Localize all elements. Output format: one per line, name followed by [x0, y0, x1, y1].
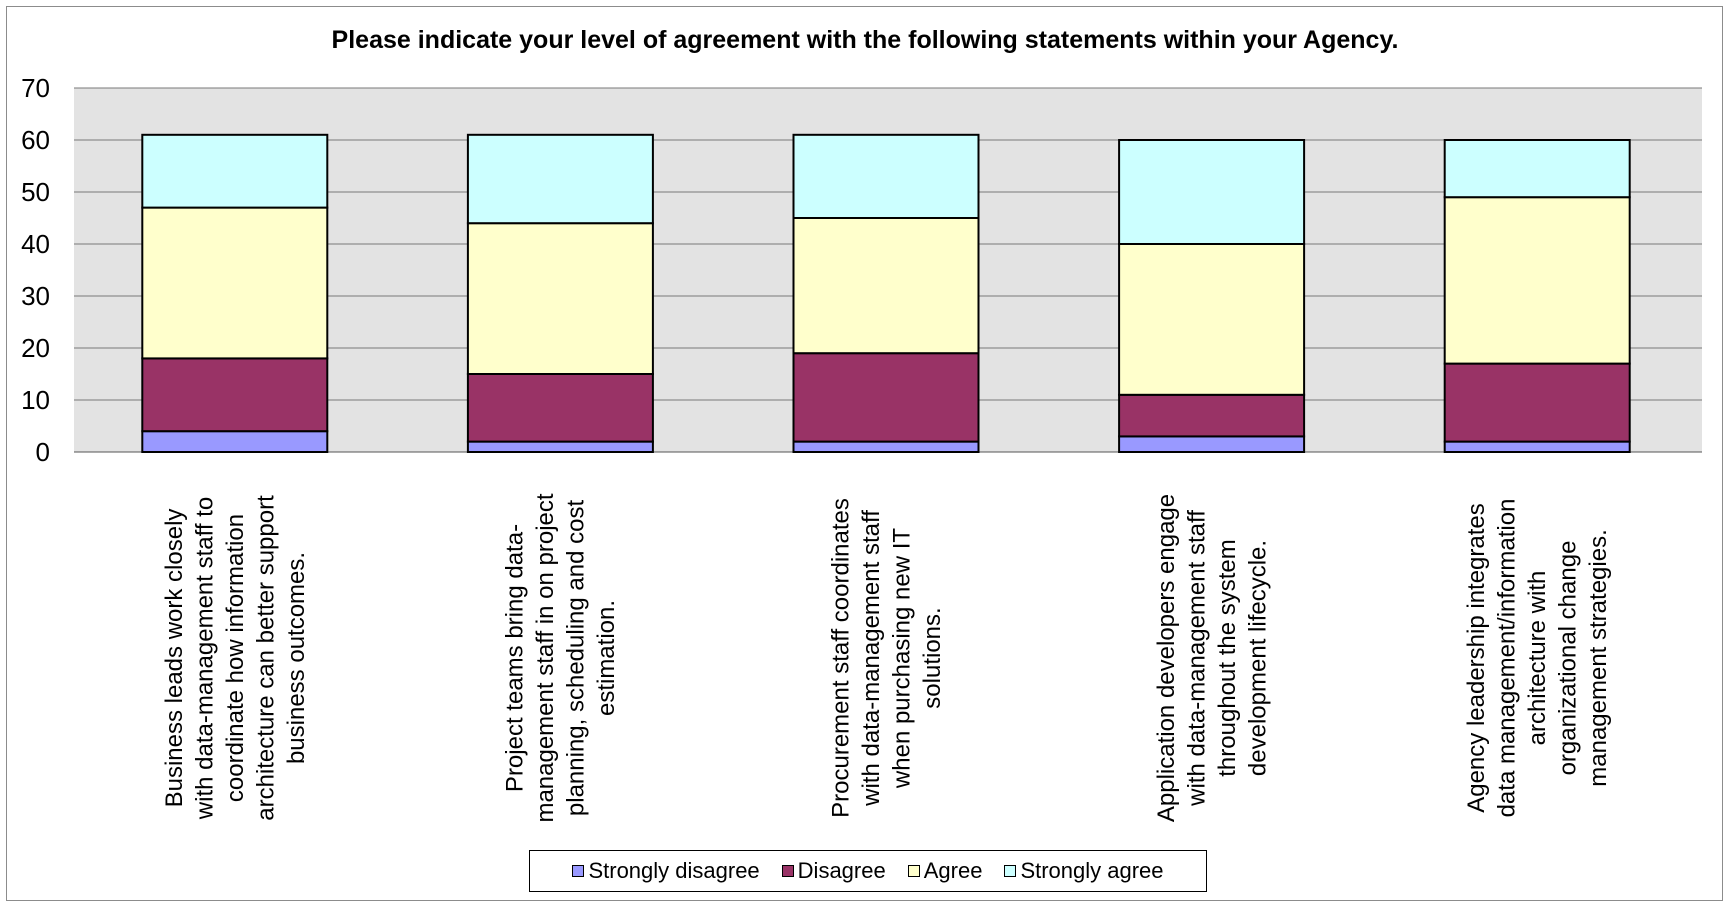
category-label: when purchasing new IT: [888, 528, 915, 789]
y-tick-label: 50: [21, 177, 50, 207]
category-label: planning, scheduling and cost: [563, 500, 590, 817]
bar-segment: [466, 373, 654, 443]
category-label: Business leads work closely: [161, 509, 188, 808]
bar-segment: [1443, 440, 1631, 454]
bar-segment: [792, 440, 980, 454]
bar-segment: [1443, 362, 1631, 443]
category-label: Agency leadership integrates: [1463, 503, 1490, 813]
category-label: throughout the system: [1214, 539, 1241, 776]
bar-segment: [466, 440, 654, 454]
bar-segment: [1443, 196, 1631, 365]
legend-swatch: [1004, 865, 1017, 877]
category-label: data management/information: [1494, 499, 1521, 818]
y-tick-label: 20: [21, 333, 50, 363]
y-axis-ticks: 0 10 20 30 40 50 60 70: [21, 73, 50, 467]
bar-segment: [792, 217, 980, 355]
bar-segment: [792, 133, 980, 219]
category-label: with data-management staff to: [191, 497, 218, 820]
category-label: architecture with: [1524, 571, 1551, 746]
chart-title: Please indicate your level of agreement …: [331, 26, 1399, 54]
bar-segment: [466, 133, 654, 225]
bar-segment: [1118, 243, 1306, 396]
category-label: with data-management staff: [858, 510, 885, 807]
y-tick-label: 30: [21, 281, 50, 311]
bar-segment: [1118, 139, 1306, 245]
legend-item: Disagree: [781, 858, 886, 884]
category-label: estimation.: [593, 600, 620, 716]
legend-swatch: [781, 865, 794, 877]
bar-segment: [141, 206, 329, 360]
category-label: management staff in on project: [532, 493, 559, 822]
category-label: solutions.: [919, 607, 946, 708]
legend-swatch: [907, 865, 920, 877]
bar-segment: [141, 357, 329, 433]
legend-label: Strongly disagree: [588, 858, 760, 883]
category-label: management strategies.: [1585, 529, 1612, 786]
bar-segment: [141, 430, 329, 454]
bars: [141, 133, 1631, 454]
category-label: coordinate how information: [222, 514, 249, 802]
legend-swatch: [572, 865, 585, 877]
category-label: organizational change: [1555, 541, 1582, 776]
legend-label: Disagree: [797, 858, 886, 883]
y-tick-label: 70: [21, 73, 50, 103]
bar-segment: [1443, 139, 1631, 199]
bar-segment: [141, 133, 329, 209]
category-label: Procurement staff coordinates: [827, 498, 854, 818]
y-tick-label: 60: [21, 125, 50, 155]
legend-item: Agree: [907, 858, 983, 884]
legend: Strongly disagree Disagree Agree Strongly a…: [529, 850, 1207, 892]
legend-label: Strongly agree: [1020, 858, 1164, 883]
bar-segment: [1118, 435, 1306, 453]
category-label: business outcomes.: [283, 552, 310, 764]
y-tick-label: 10: [21, 385, 50, 415]
bar-segment: [792, 352, 980, 443]
category-labels: Business leads work closely with data-man…: [161, 493, 1612, 822]
legend-label: Agree: [923, 858, 983, 883]
category-label: Application developers engage: [1153, 494, 1180, 822]
category-label: development lifecycle.: [1244, 540, 1271, 776]
category-label: with data-management staff: [1183, 510, 1210, 807]
y-tick-label: 0: [36, 437, 50, 467]
bar-segment: [466, 222, 654, 375]
category-label: architecture can better support: [252, 495, 279, 821]
y-tick-label: 40: [21, 229, 50, 259]
legend-item: Strongly disagree: [572, 858, 760, 884]
category-label: Project teams bring data-: [502, 524, 529, 792]
legend-item: Strongly agree: [1004, 858, 1164, 884]
bar-segment: [1118, 393, 1306, 438]
